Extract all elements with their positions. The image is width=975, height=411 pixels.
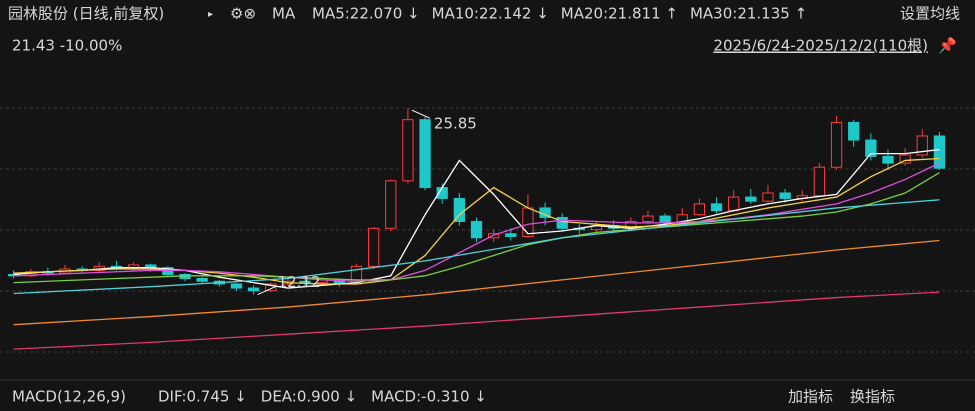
candle-body bbox=[470, 221, 483, 239]
macd-name: MACD(12,26,9) bbox=[12, 388, 126, 406]
pin-icon[interactable]: 📌 bbox=[938, 36, 957, 55]
candle-body bbox=[933, 135, 946, 169]
legend-entry: MA10:22.142 ↓ bbox=[432, 5, 549, 23]
candle-body bbox=[693, 203, 706, 216]
macd-value: MACD:-0.310 ↓ bbox=[371, 388, 487, 406]
indicator-name: MA bbox=[272, 5, 296, 23]
candle-body bbox=[676, 214, 688, 224]
candle-body bbox=[745, 196, 757, 202]
candle-body bbox=[367, 227, 380, 267]
candle-body bbox=[916, 135, 928, 156]
expand-icon[interactable]: ▸ bbox=[208, 9, 213, 20]
candle-body bbox=[247, 287, 260, 292]
macd-value: DEA:0.900 ↓ bbox=[261, 388, 357, 406]
candle-body bbox=[505, 233, 517, 237]
candle-body bbox=[865, 139, 877, 157]
candle-body bbox=[265, 283, 277, 292]
candle-body bbox=[779, 192, 791, 199]
candle-body bbox=[813, 166, 826, 197]
candle-body bbox=[710, 203, 723, 212]
candle-body bbox=[882, 155, 894, 164]
candle-body bbox=[728, 196, 740, 212]
ma-line bbox=[13, 162, 940, 282]
ma-line bbox=[13, 148, 940, 289]
candle-body bbox=[830, 121, 843, 168]
candle-body bbox=[196, 278, 208, 282]
candle-body bbox=[385, 180, 397, 229]
annotation-arrow bbox=[411, 109, 431, 119]
ma-line bbox=[13, 239, 940, 326]
candle-body bbox=[162, 267, 174, 275]
ma-line bbox=[13, 157, 940, 285]
high-label: 25.85 bbox=[434, 115, 477, 133]
candle-body bbox=[556, 216, 568, 229]
low-label: 12.12 bbox=[278, 273, 321, 291]
candle-body bbox=[659, 215, 671, 224]
annotation-arrow bbox=[257, 286, 276, 296]
legend-entry: MA5:22.070 ↓ bbox=[312, 5, 420, 23]
candle-body bbox=[522, 207, 534, 237]
ma-line bbox=[13, 199, 940, 295]
legend-entry: MA20:21.811 ↑ bbox=[561, 5, 678, 23]
ma-line bbox=[13, 291, 940, 350]
candle-body bbox=[848, 121, 860, 141]
ma-line bbox=[13, 172, 940, 284]
candle-body bbox=[762, 192, 774, 202]
ma-settings[interactable]: 设置均线 bbox=[900, 5, 960, 23]
switch-indicator[interactable]: 换指标 bbox=[850, 388, 895, 406]
legend-entry: MA30:21.135 ↑ bbox=[690, 5, 807, 23]
candle-body bbox=[899, 154, 911, 164]
settings-icon[interactable]: ⚙⊗ bbox=[230, 5, 256, 23]
candle-body bbox=[642, 215, 654, 223]
candle-body bbox=[299, 280, 311, 284]
add-indicator[interactable]: 加指标 bbox=[788, 388, 833, 406]
candle-body bbox=[230, 283, 243, 289]
date-range[interactable]: 2025/6/24-2025/12/2(110根) bbox=[713, 37, 928, 55]
stock-title: 园林股份 (日线,前复权) bbox=[8, 5, 164, 23]
candle-body bbox=[419, 119, 431, 189]
quote: 21.43 -10.00% bbox=[12, 37, 122, 55]
candle-body bbox=[402, 119, 414, 182]
macd-value: DIF:0.745 ↓ bbox=[158, 388, 247, 406]
